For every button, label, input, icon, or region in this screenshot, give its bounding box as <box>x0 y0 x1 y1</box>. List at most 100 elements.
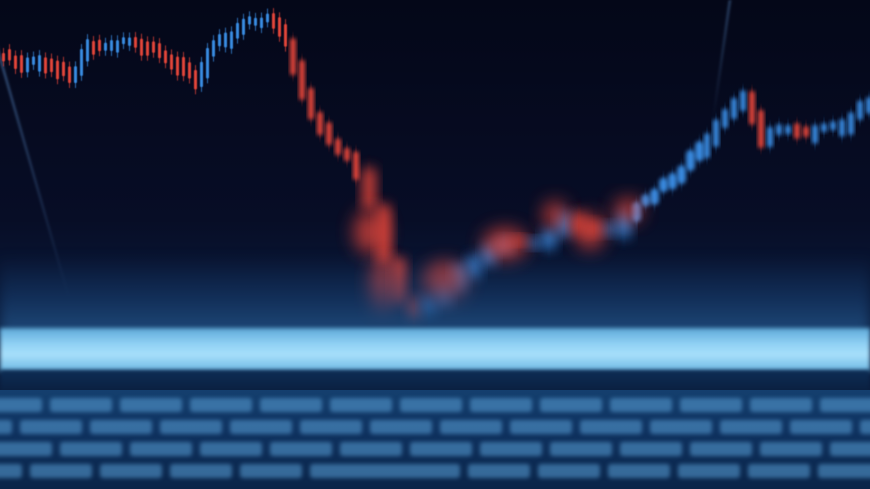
bullish-candle <box>785 125 791 135</box>
keyboard-key <box>130 442 192 456</box>
bearish-candle <box>170 54 173 70</box>
bearish-candle <box>98 39 101 52</box>
keyboard-key <box>748 464 810 478</box>
bearish-candle <box>794 123 800 139</box>
bullish-candle <box>839 119 845 137</box>
bearish-candle <box>44 57 47 74</box>
bearish-candle <box>14 55 17 70</box>
bearish-candle <box>362 167 376 210</box>
bullish-candle <box>857 100 863 120</box>
keyboard-key <box>310 464 460 478</box>
keyboard-key <box>510 420 572 434</box>
bearish-candle <box>317 112 323 135</box>
bearish-candle <box>194 70 197 90</box>
bullish-candle <box>242 18 245 35</box>
bearish-candle <box>164 50 167 64</box>
keyboard-key <box>0 420 12 434</box>
bearish-candle <box>299 60 305 100</box>
bearish-candle <box>152 41 155 53</box>
keyboard-key <box>410 442 472 456</box>
bullish-candle <box>26 57 29 73</box>
bearish-candle <box>290 38 296 75</box>
bullish-candle <box>206 47 209 79</box>
keyboard-key <box>60 442 122 456</box>
bullish-candle <box>713 119 719 147</box>
bullish-candle <box>260 17 263 29</box>
keyboard-key <box>620 442 682 456</box>
bokeh-candle <box>543 201 567 229</box>
bearish-candle <box>92 40 95 55</box>
bullish-candle <box>236 22 239 39</box>
keyboard-key <box>330 398 392 412</box>
bearish-candle <box>407 297 421 318</box>
bullish-candle <box>110 40 113 52</box>
bearish-candle <box>188 62 191 79</box>
bullish-candle <box>602 223 616 235</box>
bullish-candle <box>722 109 728 128</box>
keyboard-key <box>120 398 182 412</box>
keyboard-key <box>580 420 642 434</box>
bearish-candle <box>8 49 11 61</box>
bullish-candle <box>776 124 782 135</box>
bullish-candle <box>212 40 215 57</box>
keyboard-key <box>0 398 42 412</box>
bullish-candle <box>218 34 221 47</box>
keyboard-key <box>230 420 292 434</box>
bullish-candle <box>230 31 233 49</box>
bullish-candle <box>704 133 710 158</box>
bullish-candle <box>695 140 704 162</box>
bearish-candle <box>308 88 314 120</box>
bearish-candle <box>749 91 755 125</box>
bearish-candle <box>158 43 161 59</box>
laptop-screen-bezel <box>0 328 870 372</box>
bullish-candle <box>830 121 836 131</box>
bullish-candle <box>677 165 686 185</box>
bullish-candle <box>650 188 659 206</box>
bullish-candle <box>128 37 131 46</box>
keyboard-key <box>0 464 22 478</box>
bearish-candle <box>803 126 809 137</box>
bullish-candle <box>542 228 556 250</box>
bullish-candle <box>866 97 870 114</box>
bullish-candle <box>641 194 650 207</box>
keyboard-row <box>0 420 870 434</box>
bullish-candle <box>122 37 125 45</box>
keyboard-key <box>20 420 82 434</box>
keyboard-key <box>30 464 92 478</box>
keyboard-key <box>190 398 252 412</box>
bullish-candle <box>116 40 119 53</box>
bearish-candle <box>176 56 179 76</box>
bearish-candle <box>50 58 53 73</box>
keyboard-key <box>170 464 232 478</box>
bearish-candle <box>284 24 287 47</box>
bullish-candle <box>767 126 773 148</box>
bullish-candle <box>848 112 854 135</box>
keyboard-key <box>440 420 502 434</box>
bullish-candle <box>659 177 668 193</box>
bokeh-candle <box>423 262 467 302</box>
bullish-candle <box>740 90 746 111</box>
keyboard-key <box>468 464 530 478</box>
bearish-candle <box>140 38 143 56</box>
keyboard-key <box>90 420 152 434</box>
bearish-candle <box>344 148 350 161</box>
bearish-candle <box>353 151 359 180</box>
bullish-candle <box>266 13 269 23</box>
keyboard-key <box>160 420 222 434</box>
keyboard-row <box>0 464 870 478</box>
keyboard-key <box>820 398 870 412</box>
bearish-candle <box>2 53 5 62</box>
bullish-candle <box>527 238 541 248</box>
bearish-candle <box>146 41 149 56</box>
bokeh-candle <box>370 259 396 311</box>
bullish-candle <box>38 55 41 72</box>
keyboard-key <box>50 398 112 412</box>
laptop-keyboard <box>0 390 870 489</box>
bullish-candle <box>86 39 89 62</box>
keyboard-key <box>540 398 602 412</box>
keyboard-key <box>818 464 870 478</box>
bearish-candle <box>335 138 341 156</box>
bullish-candle <box>254 17 257 26</box>
bullish-candle <box>224 32 227 48</box>
